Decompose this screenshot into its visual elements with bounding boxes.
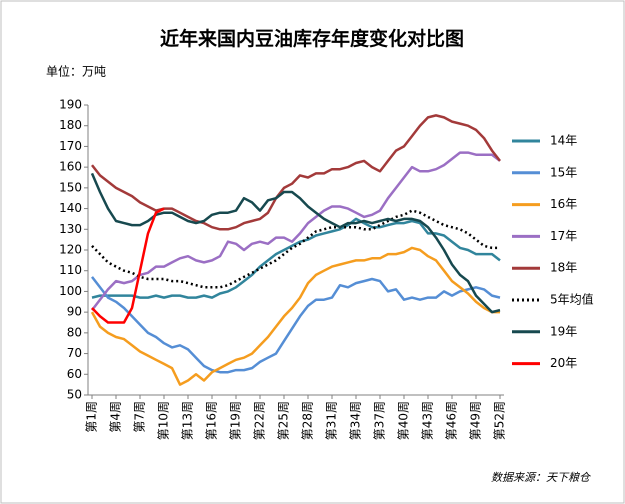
series-line [91,207,165,324]
legend-label: 18年 [550,261,577,275]
x-tick-label: 第40周 [397,401,411,440]
y-tick-label: 180 [59,118,82,132]
x-tick-label: 第25周 [277,401,291,440]
series-line [90,172,501,314]
y-tick-label: 90 [67,305,82,319]
x-tick-label: 第34周 [349,401,363,440]
series-line [90,246,500,386]
chart-title: 近年来国内豆油库存年度变化对比图 [160,27,464,50]
x-tick-label: 第4周 [109,401,123,433]
x-tick-label: 第1周 [85,401,99,433]
source-label: 数据来源：天下粮仓 [491,471,591,484]
y-tick-label: 140 [59,201,82,215]
x-tick-label: 第31周 [325,401,339,440]
y-tick-label: 60 [67,367,82,381]
x-tick-label: 第13周 [181,401,195,440]
y-tick-label: 160 [59,160,82,174]
legend-label: 15年 [550,165,577,179]
x-tick-label: 第7周 [133,401,147,433]
series-line [91,151,501,311]
x-tick-label: 第52周 [493,401,507,440]
y-tick-label: 150 [59,180,82,194]
legend-label: 16年 [550,197,577,211]
y-tick-label: 100 [59,284,82,298]
x-tick-label: 第10周 [157,401,171,440]
unit-label: 单位：万吨 [46,64,106,79]
y-tick-label: 80 [67,325,82,339]
x-tick-label: 第16周 [205,401,219,440]
y-tick-label: 70 [67,346,82,360]
legend-label: 5年均值 [550,292,594,307]
series-line [91,276,501,374]
legend-label: 17年 [550,229,577,243]
series-line [91,209,500,289]
y-tick-label: 120 [59,243,82,257]
x-tick-label: 第28周 [301,401,315,440]
x-tick-label: 第49周 [469,401,483,440]
x-tick-label: 第43周 [421,401,435,440]
x-tick-label: 第19周 [229,401,243,440]
y-tick-label: 50 [67,388,82,402]
x-tick-label: 第46周 [445,401,459,440]
y-tick-label: 130 [59,222,82,236]
x-tick-label: 第22周 [253,401,267,440]
y-tick-label: 110 [59,263,82,277]
y-tick-label: 190 [59,98,82,112]
legend-label: 20年 [550,356,577,370]
legend-label: 14年 [550,134,577,148]
x-tick-label: 第37周 [373,401,387,440]
legend-label: 19年 [550,324,577,338]
y-tick-label: 170 [59,139,82,153]
